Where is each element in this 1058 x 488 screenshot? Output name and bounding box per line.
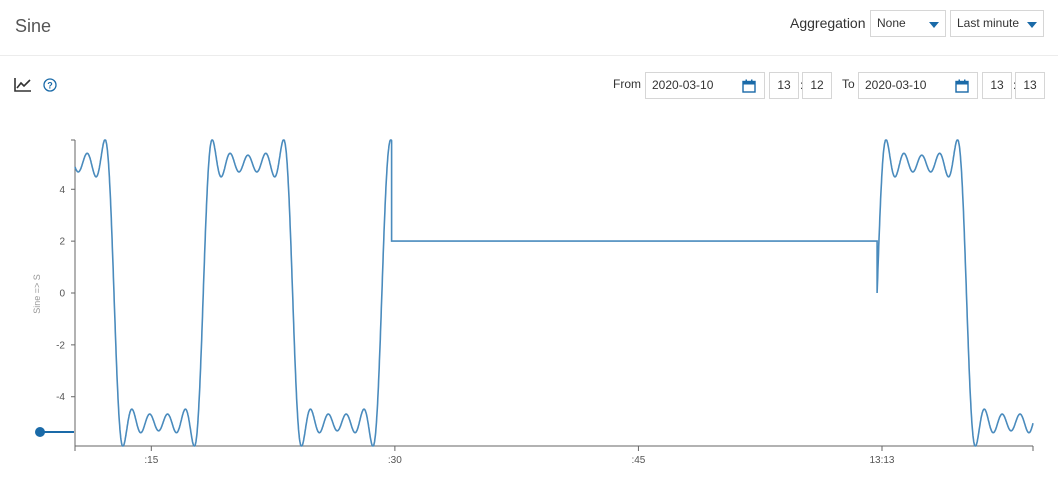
header-divider [0, 55, 1058, 56]
aggregation-label: Aggregation [790, 15, 866, 31]
range-select[interactable]: Last minute [950, 10, 1044, 37]
x-tick-label: :15 [144, 455, 158, 466]
x-tick-label: :45 [631, 455, 645, 466]
y-tick-label: 0 [59, 289, 65, 300]
range-slider-handle[interactable] [35, 427, 45, 437]
page-title: Sine [15, 16, 52, 36]
calendar-icon[interactable] [955, 79, 969, 93]
time-separator: : [800, 78, 803, 92]
from-hour-input[interactable]: 13 [769, 72, 799, 99]
from-date-input[interactable]: 2020-03-10 [645, 72, 765, 99]
to-date-value: 2020-03-10 [865, 78, 927, 92]
calendar-icon[interactable] [742, 79, 756, 93]
to-date-input[interactable]: 2020-03-10 [858, 72, 978, 99]
range-value: Last minute [957, 16, 1020, 30]
y-tick-label: -4 [56, 392, 65, 403]
svg-text:?: ? [47, 81, 53, 91]
chart-ticks: 4 2 0 -2 -4 :15 :30 :45 13:13 [56, 185, 895, 466]
from-date-value: 2020-03-10 [652, 78, 714, 92]
chevron-down-icon [929, 22, 939, 28]
aggregation-select[interactable]: None [870, 10, 946, 37]
aggregation-value: None [877, 16, 906, 30]
to-minute-input[interactable]: 13 [1015, 72, 1045, 99]
help-icon[interactable]: ? [43, 78, 57, 92]
to-label: To [842, 77, 855, 91]
from-minute-input[interactable]: 12 [802, 72, 832, 99]
chart-axes [71, 139, 1034, 451]
from-label: From [613, 77, 641, 91]
y-tick-label: 4 [59, 185, 65, 196]
y-tick-label: -2 [56, 340, 65, 351]
y-tick-label: 2 [59, 237, 65, 248]
x-tick-label: 13:13 [869, 455, 894, 466]
time-separator: : [1013, 78, 1016, 92]
line-chart-icon[interactable] [14, 77, 32, 93]
chevron-down-icon [1027, 22, 1037, 28]
y-axis-label: Sine => S [32, 274, 42, 314]
series-line [74, 139, 1034, 447]
x-tick-label: :30 [388, 455, 402, 466]
to-hour-input[interactable]: 13 [982, 72, 1012, 99]
